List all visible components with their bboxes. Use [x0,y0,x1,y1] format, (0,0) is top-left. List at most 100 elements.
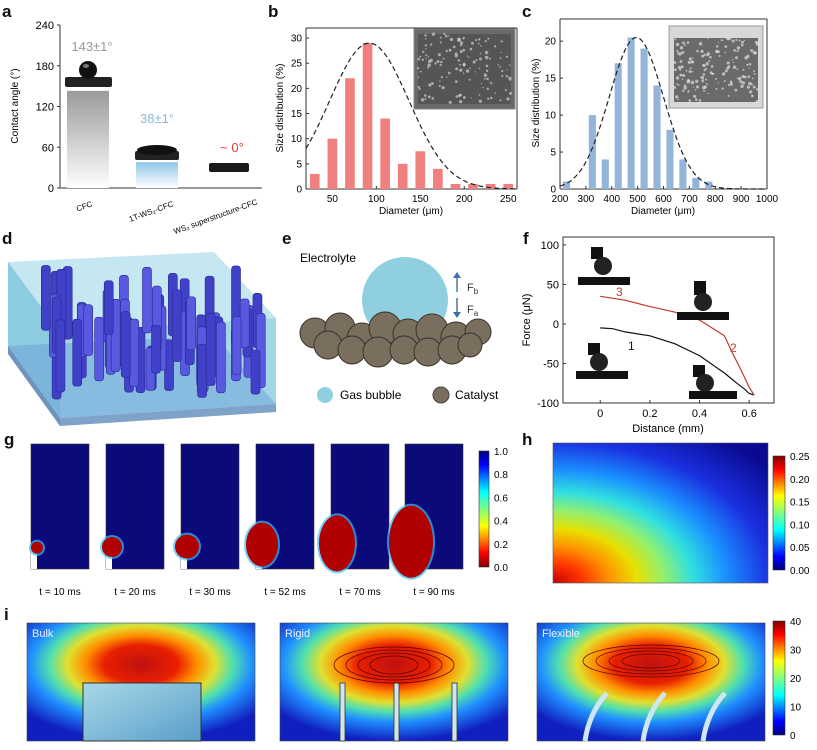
photo-speck [679,60,683,63]
ytick-label: -100 [537,398,559,410]
photo-speck [747,75,751,78]
photo-speck [750,49,754,53]
photo-speck [474,38,478,42]
photo-speck [688,57,692,61]
i-frame-label: Flexible [542,628,580,640]
value-label-cfc: 143±1° [71,39,112,54]
photo-speck [696,49,699,53]
xlabel-b: Diameter (μm) [379,206,443,217]
photo-speck [420,97,425,102]
photo-speck [469,67,471,69]
photo-speck [737,77,740,80]
panel-letter-g: g [4,430,14,449]
xtick-label: 250 [500,194,517,205]
photo-speck [438,84,441,87]
photo-speck [439,41,442,44]
photo-speck [715,45,719,48]
photo-speck [707,37,709,40]
photo-speck [748,62,752,66]
photo-speck [705,78,708,81]
frame-time-label: t = 10 ms [39,587,80,598]
photo-speck [744,56,748,60]
xtick-label: 400 [603,194,620,205]
photo-speck [733,49,736,52]
bar-a-0 [67,90,109,188]
photo-speck [724,69,728,73]
colorbar-g-tick: 0.0 [494,563,508,574]
photo-speck [427,56,430,58]
photo-speck [427,95,431,99]
ylabel-c: Size distribution (%) [531,59,542,148]
photo-speck [700,76,702,78]
photo-speck [500,40,503,43]
force-fa-label: Fa [467,304,479,318]
frame-time-label: t = 70 ms [339,587,380,598]
photo-speck [459,63,461,66]
photo-speck [444,34,448,38]
xtick-a-1t: 1T-WS₂-CFC [128,199,175,223]
photo-speck [462,72,465,74]
photo-speck [753,70,755,73]
photo-speck [690,60,695,64]
photo-speck [494,45,497,48]
photo-speck [452,45,456,49]
colorbar-g-tick: 0.4 [494,517,508,528]
photo-speck [424,37,427,40]
photo-speck [742,68,745,71]
bar [345,78,355,189]
photo-speck [459,43,463,47]
electrolyte-label: Electrolyte [300,251,356,265]
catalyst-particle [362,336,394,368]
photo-speck [723,79,726,82]
inset-drop-end [689,365,737,399]
photo-speck [505,74,508,77]
photo-speck [707,92,709,95]
photo-speck [754,40,758,44]
photo-speck [724,51,726,54]
panel-a: 0 60 120 180 240 Contact angle (°) 143±1° 38… [10,20,262,236]
photo-speck [454,80,458,84]
xtick-a-superstructure: WS₂ superstructure-CFC [172,197,258,236]
inset-drop-1 [576,343,628,379]
photo-speck [474,60,476,62]
photo-speck [702,64,705,67]
photo-speck [478,67,481,70]
force-arrows [453,272,461,318]
photo-speck [484,40,487,43]
ytick-label: 5 [550,148,556,159]
colorbar-g-tick: 0.6 [494,493,508,504]
photo-speck [425,47,427,50]
photo-speck [430,82,434,85]
photo-speck [727,36,732,41]
photo-speck [499,66,502,68]
xtick-label: 0 [597,408,603,420]
photo-speck [705,83,708,86]
colorbar-i [772,620,786,736]
photo-speck [480,82,483,85]
photo-speck [485,69,489,73]
panel-letter-a: a [2,2,12,21]
photo-speck [421,58,424,61]
photo-speck [428,83,432,87]
colorbar-g [478,450,490,568]
pillar [250,349,261,395]
photo-speck [458,100,463,104]
photo-speck [488,57,491,60]
inset-photo-c [668,25,764,109]
photo-speck [462,63,466,67]
ytick-label: 10 [545,111,557,122]
bar [614,63,622,189]
photo-speck [720,39,723,41]
panel-b: 0 5 10 15 20 25 30 50 100 150 200 250 Diameter (μm)… [275,27,518,217]
photo-speck [505,55,508,58]
photo-speck [459,50,463,54]
photo-speck [702,85,706,90]
photo-speck [755,99,760,104]
photo-speck [506,69,508,71]
photo-speck [504,89,508,92]
photo-speck [688,99,692,102]
photo-speck [676,52,679,55]
curve-label-1: 1 [628,339,635,353]
bar [415,151,426,189]
photo-speck [680,65,684,69]
